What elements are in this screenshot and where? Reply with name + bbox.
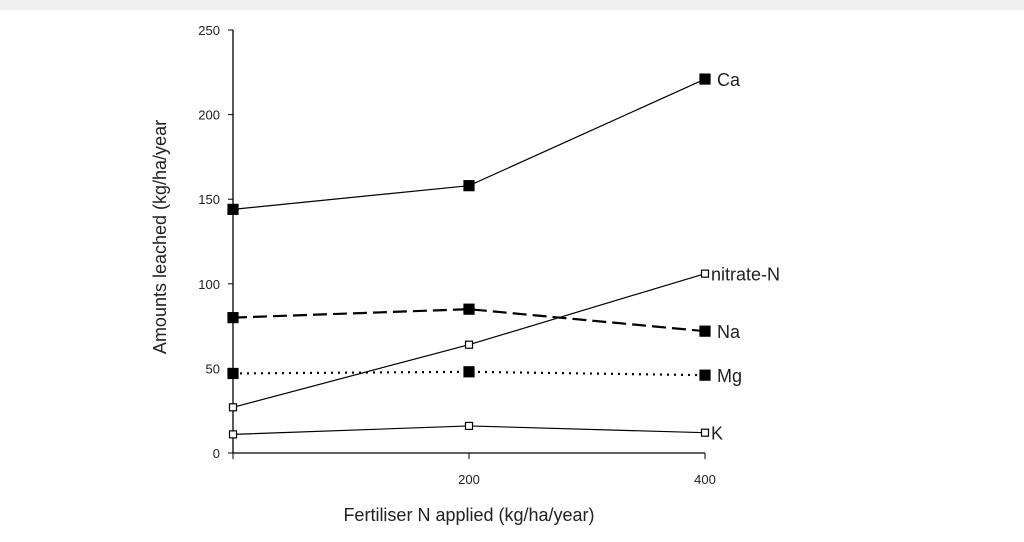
data-point-ca: [227, 203, 239, 215]
y-tick-label: 150: [198, 192, 220, 207]
data-point-na: [699, 325, 711, 337]
x-axis-label: Fertiliser N applied (kg/ha/year): [343, 505, 594, 525]
series-label-mg: Mg: [717, 366, 742, 386]
series-label-k: K: [711, 424, 723, 444]
data-point-k: [228, 430, 238, 439]
data-point-mg: [699, 369, 711, 381]
series-line-nitrate-n: [232, 273, 706, 408]
data-point-ca: [699, 73, 711, 85]
y-tick-label: 100: [198, 277, 220, 292]
x-tick-label: 200: [458, 472, 480, 487]
y-tick-label: 250: [198, 23, 220, 38]
data-point-mg: [227, 367, 239, 380]
data-point-ca: [463, 180, 475, 192]
y-axis-label: Amounts leached (kg/ha/year: [150, 120, 170, 354]
window-top-bar: [0, 0, 1024, 10]
series-label-ca: Ca: [717, 70, 741, 90]
data-point-nitrate-n: [464, 340, 474, 349]
x-tick-label: 400: [694, 472, 716, 487]
series-label-na: Na: [717, 322, 741, 342]
y-tick-label: 0: [213, 446, 220, 461]
data-point-na: [463, 303, 475, 315]
data-point-k: [464, 421, 474, 431]
data-point-nitrate-n: [700, 269, 710, 278]
y-tick-label: 200: [198, 108, 220, 123]
data-point-nitrate-n: [228, 403, 238, 412]
series-line-mg: [232, 370, 706, 377]
data-point-mg: [463, 366, 475, 378]
data-point-na: [227, 312, 239, 324]
y-tick-label: 50: [206, 361, 220, 376]
series-label-nitrate-n: nitrate-N: [711, 265, 780, 285]
data-point-k: [700, 428, 710, 437]
